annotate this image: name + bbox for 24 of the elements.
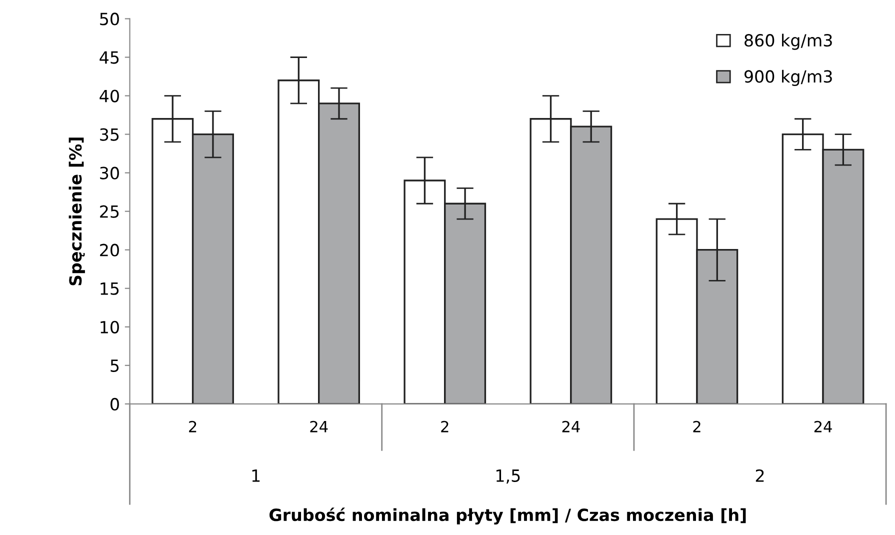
legend-label: 860 kg/m3	[744, 34, 832, 50]
x-tick-label: 2	[441, 420, 448, 432]
y-tick-label: 10	[100, 320, 119, 334]
text: 2	[756, 469, 764, 482]
y-tick-label: 40	[100, 90, 119, 102]
y-tick-label: 15	[100, 282, 119, 295]
y-axis-title: Spęcznienie [%]	[68, 138, 85, 286]
y-tick-label: 35	[100, 128, 119, 141]
y-tick-label: 20	[100, 244, 119, 256]
y-tick-label: 45	[100, 51, 119, 64]
legend-label: 900 kg/m3	[744, 70, 832, 86]
x-tick-label: 2	[189, 420, 196, 432]
x-tick-label: 2	[693, 420, 700, 432]
y-tick-label: 50	[100, 12, 119, 26]
y-tick-label: 30	[100, 166, 119, 180]
x-axis-title: Grubość nominalna płyty [mm] / Czas moczenia [h]	[270, 508, 746, 525]
text: 1,5	[496, 470, 520, 484]
y-tick-label: 25	[100, 205, 119, 218]
x-tick-label: 24	[310, 420, 328, 432]
x-tick-label: 24	[562, 420, 580, 432]
x-tick-label: 24	[814, 420, 832, 432]
y-tick-label: 0	[110, 398, 119, 410]
text: 1	[252, 470, 260, 482]
y-tick-label: 5	[110, 360, 119, 372]
